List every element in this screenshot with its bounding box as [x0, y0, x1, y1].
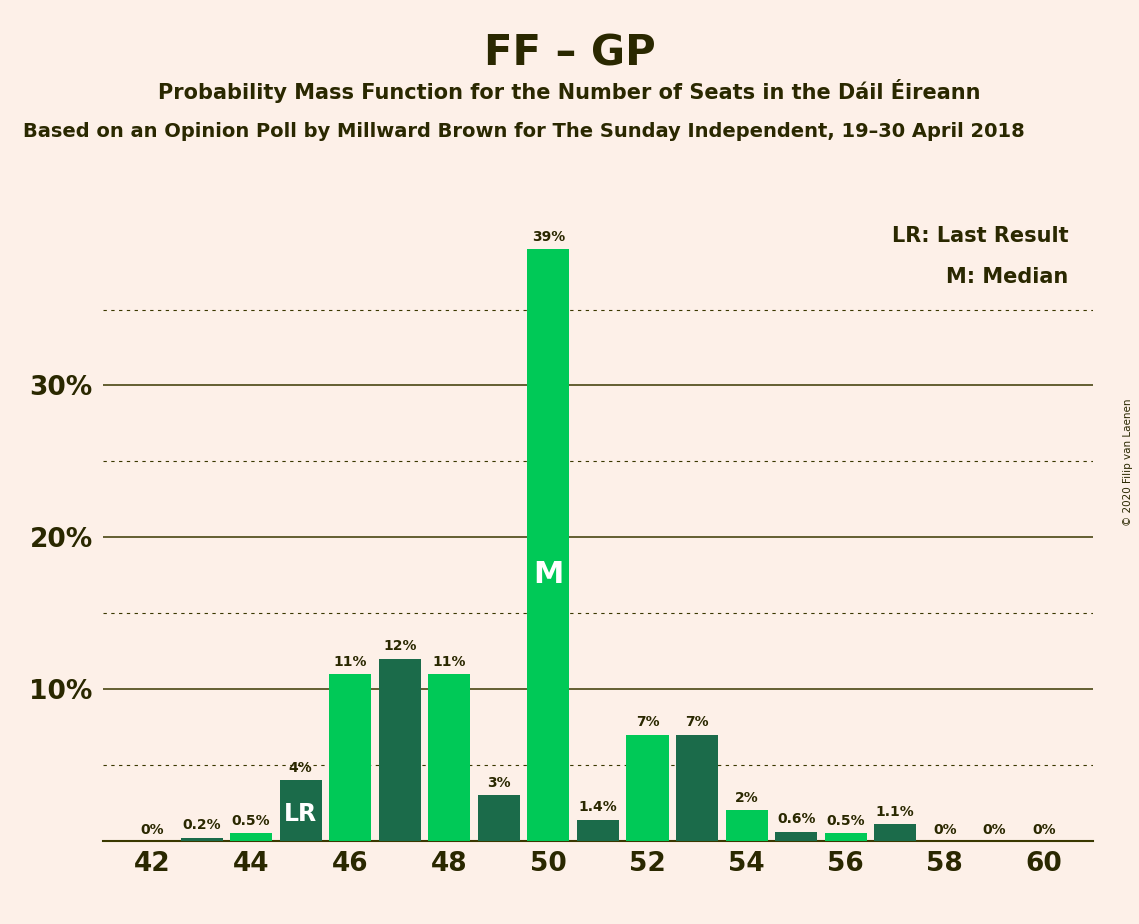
Text: 0.5%: 0.5% [232, 814, 270, 828]
Text: © 2020 Filip van Laenen: © 2020 Filip van Laenen [1123, 398, 1133, 526]
Text: 0%: 0% [933, 823, 957, 837]
Text: Probability Mass Function for the Number of Seats in the Dáil Éireann: Probability Mass Function for the Number… [158, 79, 981, 103]
Bar [280, 780, 321, 841]
Text: 0%: 0% [140, 823, 164, 837]
Text: LR: LR [284, 801, 318, 825]
Text: 0%: 0% [1032, 823, 1056, 837]
Text: 39%: 39% [532, 229, 565, 244]
Bar [527, 249, 570, 841]
Text: 0.2%: 0.2% [182, 819, 221, 833]
Text: 0.6%: 0.6% [777, 812, 816, 826]
Bar [577, 820, 618, 841]
Text: M: M [533, 560, 564, 589]
Text: 11%: 11% [433, 654, 466, 669]
Text: 2%: 2% [735, 791, 759, 805]
Text: 1.1%: 1.1% [876, 805, 915, 819]
Bar [875, 824, 916, 841]
Text: 0.5%: 0.5% [827, 814, 865, 828]
Text: LR: Last Result: LR: Last Result [892, 226, 1068, 246]
Text: 7%: 7% [686, 715, 708, 729]
Bar [230, 833, 272, 841]
Text: FF – GP: FF – GP [484, 32, 655, 74]
Text: 7%: 7% [636, 715, 659, 729]
Bar [478, 796, 519, 841]
Text: 1.4%: 1.4% [579, 800, 617, 814]
Text: M: Median: M: Median [947, 267, 1068, 287]
Bar [428, 674, 470, 841]
Text: 3%: 3% [487, 776, 510, 790]
Text: 11%: 11% [334, 654, 367, 669]
Bar [825, 833, 867, 841]
Bar [181, 838, 222, 841]
Text: 12%: 12% [383, 639, 417, 653]
Bar [626, 735, 669, 841]
Text: 0%: 0% [983, 823, 1006, 837]
Bar [677, 735, 718, 841]
Bar [726, 810, 768, 841]
Text: 4%: 4% [289, 760, 312, 775]
Bar [329, 674, 371, 841]
Bar [776, 832, 817, 841]
Text: Based on an Opinion Poll by Millward Brown for The Sunday Independent, 19–30 Apr: Based on an Opinion Poll by Millward Bro… [23, 122, 1024, 141]
Bar [379, 659, 420, 841]
